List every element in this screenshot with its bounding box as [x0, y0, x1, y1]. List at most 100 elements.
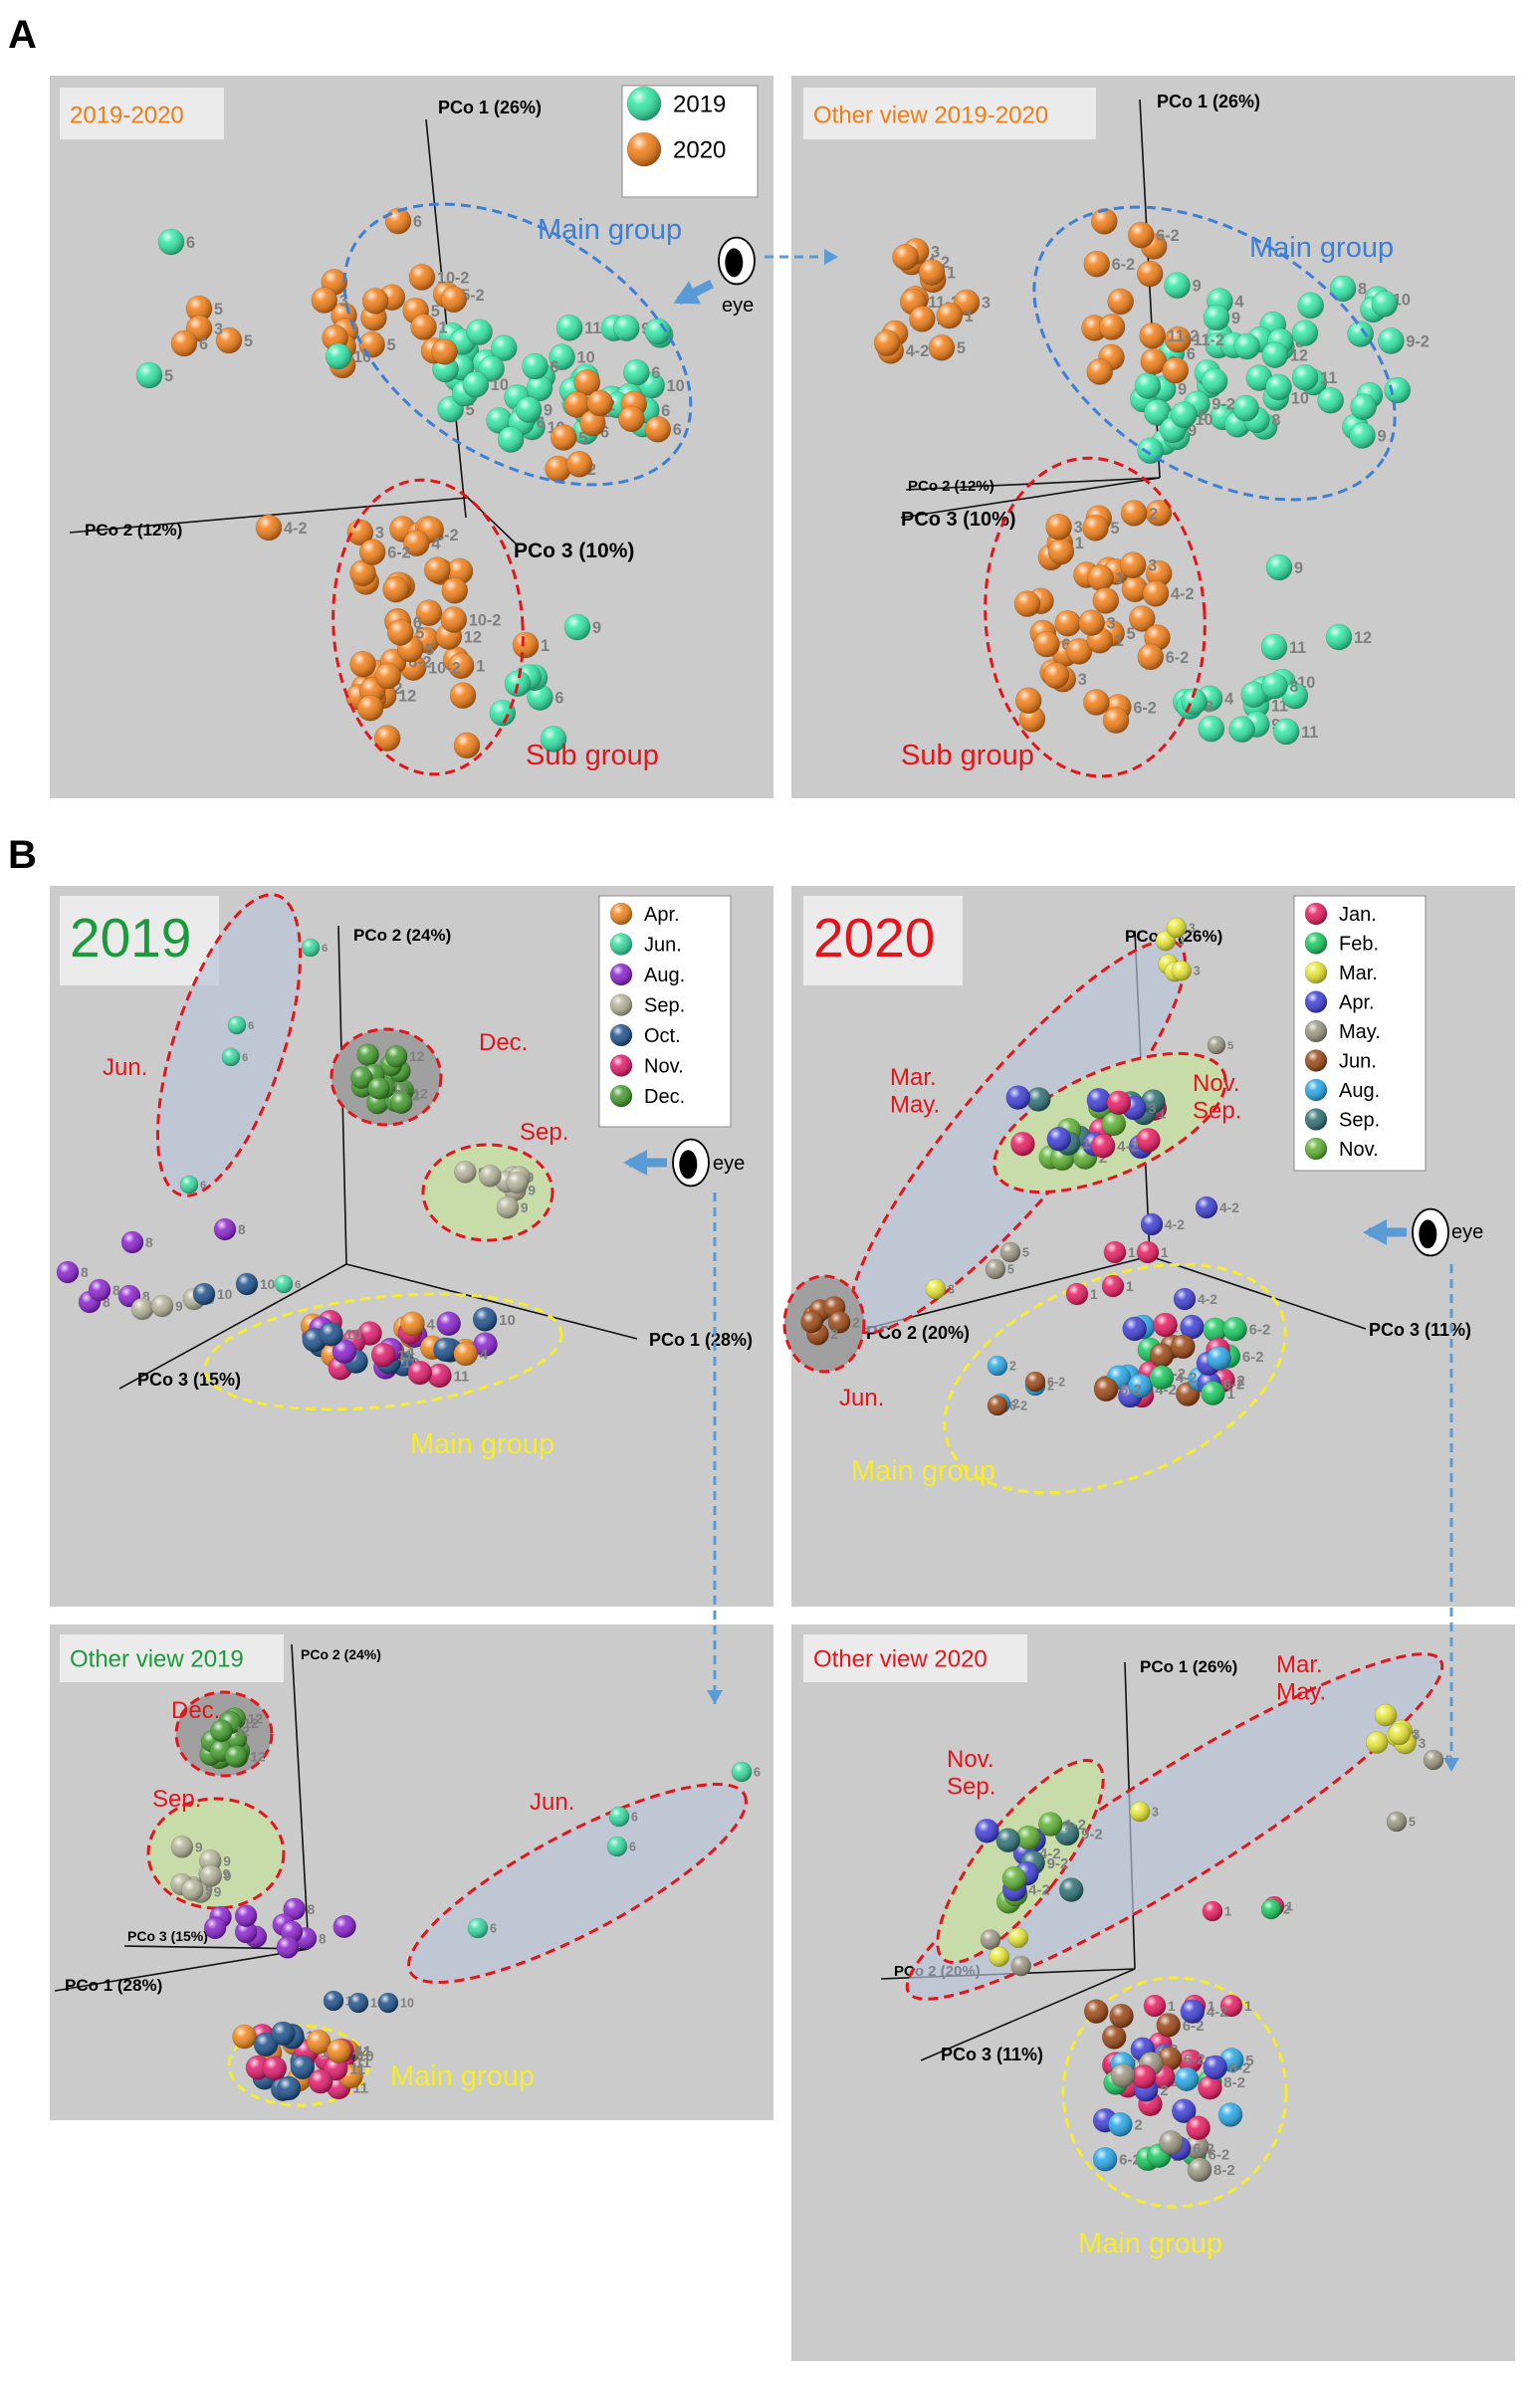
- point-shading: [1384, 377, 1411, 404]
- data-point: 9: [170, 1836, 203, 1858]
- data-point: [1159, 2130, 1184, 2155]
- point-label: 9: [1377, 427, 1386, 445]
- data-point: 10-2: [440, 606, 501, 633]
- data-point: 4-2: [1195, 1195, 1239, 1219]
- point-label: 4: [1224, 691, 1233, 709]
- data-point: 11: [1291, 363, 1337, 391]
- data-point: [1232, 394, 1259, 422]
- point-shading: [468, 1918, 488, 1938]
- axis-line: [1149, 1255, 1367, 1330]
- point-shading: [1180, 1315, 1205, 1340]
- point-shading: [275, 1275, 293, 1293]
- data-point: 6-2: [1222, 1316, 1270, 1342]
- data-point: [436, 1311, 462, 1337]
- data-point: [1107, 288, 1134, 316]
- point-label: 10: [400, 1997, 414, 2011]
- group-label-mar-may: Mar. May.: [1276, 1651, 1326, 1706]
- point-shading: [1188, 2157, 1212, 2182]
- point-shading: [610, 964, 632, 985]
- data-point: [1365, 1731, 1389, 1754]
- group-label-sub: Sub group: [526, 740, 659, 771]
- point-shading: [1083, 689, 1110, 716]
- point-shading: [1102, 1275, 1124, 1297]
- data-point: [609, 902, 633, 926]
- point-shading: [1014, 590, 1041, 617]
- axis-label: PCo 1 (26%): [438, 98, 542, 117]
- axis-label: PCo 2 (12%): [908, 478, 994, 495]
- data-point: 11: [1260, 633, 1306, 661]
- point-shading: [1201, 1381, 1225, 1406]
- data-point: [490, 334, 518, 361]
- data-point: [1207, 1346, 1231, 1371]
- point-shading: [1128, 1374, 1153, 1399]
- point-shading: [1016, 1826, 1041, 1850]
- group-label-main: Main group: [851, 1455, 995, 1487]
- point-label: 11-2: [1168, 327, 1200, 345]
- point-label: 4-2: [1207, 2004, 1228, 2021]
- data-point: [479, 1165, 502, 1188]
- point-shading: [1141, 1089, 1166, 1114]
- data-point: [262, 2056, 288, 2081]
- point-shading: [222, 1048, 240, 1066]
- point-shading: [1054, 610, 1081, 637]
- axis-label: PCo 3 (10%): [514, 540, 634, 562]
- point-shading: [374, 725, 401, 752]
- point-shading: [1273, 718, 1300, 745]
- data-point: [1245, 364, 1273, 391]
- point-shading: [390, 1091, 413, 1114]
- data-point: [1110, 2062, 1136, 2088]
- data-point: [290, 2055, 316, 2080]
- point-shading: [579, 410, 606, 437]
- data-point: [579, 409, 606, 437]
- data-point: 8: [283, 1897, 316, 1921]
- data-point: 3: [925, 1278, 955, 1300]
- legend-item: 2019: [626, 86, 726, 121]
- axis-line: [905, 477, 1161, 491]
- point-label: 2: [1237, 1373, 1245, 1390]
- point-shading: [874, 329, 901, 356]
- point-shading: [1171, 1334, 1196, 1359]
- group-label-main: Main group: [1078, 2228, 1222, 2260]
- point-label: 9: [1294, 559, 1303, 577]
- point-label: 12: [464, 628, 482, 646]
- point-label: 8-2: [1213, 2162, 1235, 2179]
- data-point: [573, 368, 601, 396]
- point-shading: [1185, 2134, 1210, 2159]
- point-shading: [627, 87, 661, 120]
- data-point: [1265, 373, 1292, 401]
- point-label: 1: [476, 658, 485, 676]
- data-point: 4-2: [1142, 580, 1195, 607]
- data-point: 8: [120, 1230, 153, 1254]
- data-point: [609, 963, 633, 986]
- data-point: [1026, 1087, 1051, 1112]
- group-ellipse-main: [203, 1292, 563, 1411]
- data-point: 12: [1261, 341, 1308, 368]
- data-point: [1127, 1373, 1153, 1399]
- data-point: 6-2: [358, 539, 411, 565]
- point-label: 3: [1419, 1736, 1427, 1751]
- data-point: [1198, 2074, 1222, 2100]
- data-point: 4: [453, 1341, 489, 1367]
- data-point: [1384, 376, 1412, 404]
- point-shading: [828, 1311, 851, 1334]
- point-label: 10-2: [428, 659, 461, 677]
- point-label: 8: [238, 1222, 246, 1237]
- point-shading: [440, 606, 467, 633]
- point-label: 8: [1205, 698, 1213, 716]
- point-shading: [1025, 1372, 1045, 1392]
- data-point: [1304, 1019, 1328, 1043]
- point-shading: [1164, 272, 1191, 299]
- data-point: 8-2: [1187, 2157, 1235, 2183]
- legend-item: Feb.: [1304, 932, 1379, 956]
- point-label: 1: [1224, 1905, 1231, 1919]
- point-shading: [1007, 1927, 1028, 1948]
- point-label: 6-2: [1009, 1400, 1027, 1413]
- panel-a-letter: A: [8, 13, 37, 57]
- point-label: 1: [541, 637, 550, 655]
- point-shading: [1144, 1995, 1166, 2017]
- panel-title-box: [803, 896, 963, 985]
- point-shading: [1094, 1377, 1119, 1402]
- point-shading: [1033, 631, 1060, 658]
- data-point: [1297, 292, 1324, 320]
- legend-item: Nov.: [609, 1054, 684, 1078]
